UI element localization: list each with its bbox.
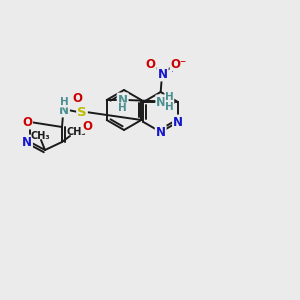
Text: N: N [156, 95, 167, 109]
Text: N: N [22, 136, 32, 148]
Text: N: N [173, 116, 183, 128]
Text: N: N [156, 125, 166, 139]
Text: S: S [77, 106, 87, 118]
Text: H: H [165, 92, 174, 102]
Text: CH₃: CH₃ [30, 131, 50, 141]
Text: O: O [146, 58, 156, 70]
Text: H: H [118, 103, 127, 113]
Text: N: N [59, 103, 69, 116]
Text: O: O [22, 116, 32, 128]
Text: N: N [158, 68, 168, 80]
Text: H: H [165, 102, 174, 112]
Text: O⁻: O⁻ [171, 58, 187, 70]
Text: CH₃: CH₃ [66, 127, 86, 137]
Text: O: O [82, 119, 92, 133]
Text: N: N [118, 94, 128, 106]
Text: O: O [72, 92, 82, 104]
Text: H: H [60, 97, 68, 107]
Text: +: + [168, 65, 175, 74]
